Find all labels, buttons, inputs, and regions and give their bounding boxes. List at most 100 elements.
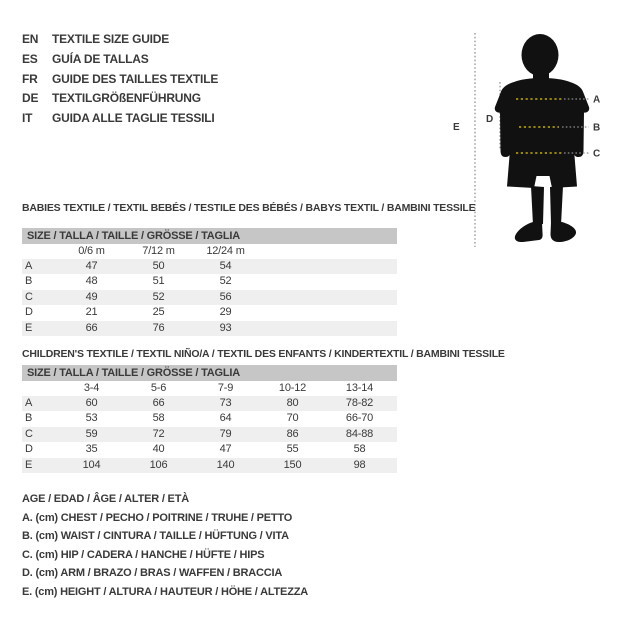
- size-value: 52: [152, 290, 165, 303]
- lang-code: EN: [22, 32, 39, 46]
- size-value: 79: [219, 427, 232, 440]
- table-row: C 59 72 79 86 84-88: [22, 426, 397, 442]
- size-value: 47: [85, 259, 98, 272]
- row-label: A: [25, 259, 33, 272]
- row-label: C: [25, 427, 33, 440]
- size-value: 51: [152, 275, 165, 287]
- size-value: 93: [219, 321, 232, 334]
- column-spacer: [22, 244, 58, 259]
- column-header: 7-9: [217, 382, 234, 394]
- lang-label: TEXTILE SIZE GUIDE: [52, 32, 170, 46]
- table-row: D 35 40 47 55 58: [22, 442, 397, 458]
- size-value: 54: [219, 259, 232, 272]
- size-value: 72: [152, 427, 165, 440]
- column-spacer: [22, 381, 58, 396]
- size-value: 60: [85, 396, 98, 409]
- figure-label-a: A: [593, 95, 600, 106]
- legend-line-height: E. (cm) HEIGHT / ALTURA / HAUTEUR / HÖHE…: [22, 585, 308, 598]
- children-column-headers: 3-4 5-6 7-9 10-12 13-14: [22, 381, 397, 396]
- lang-code: ES: [22, 51, 38, 66]
- table-row: B 53 58 64 70 66-70: [22, 411, 397, 427]
- figure-label-c: C: [593, 149, 600, 160]
- lang-row-it: IT GUIDA ALLE TAGLIE TESSILI: [22, 109, 218, 129]
- lang-row-en: EN TEXTILE SIZE GUIDE: [22, 30, 218, 50]
- child-silhouette-icon: [494, 34, 590, 243]
- legend-line-hip: C. (cm) HIP / CADERA / HANCHE / HÜFTE / …: [22, 548, 265, 561]
- size-value: 70: [286, 412, 299, 424]
- size-value: 106: [149, 458, 168, 471]
- figure-label-b: B: [593, 123, 600, 134]
- babies-column-headers: 0/6 m 7/12 m 12/24 m: [22, 244, 397, 259]
- size-value: 58: [353, 443, 366, 455]
- row-label: E: [25, 458, 33, 471]
- size-value: 66: [85, 321, 98, 334]
- size-value: 56: [219, 290, 232, 303]
- size-value: 21: [85, 306, 98, 318]
- language-header: EN TEXTILE SIZE GUIDE ES GUÍA DE TALLAS …: [22, 30, 218, 129]
- row-label: D: [25, 443, 33, 455]
- size-value: 76: [152, 321, 165, 334]
- babies-size-header: SIZE / TALLA / TAILLE / GRÖSSE / TAGLIA: [22, 228, 397, 244]
- table-row: A 47 50 54: [22, 258, 397, 274]
- legend-line-arm: D. (cm) ARM / BRAZO / BRAS / WAFFEN / BR…: [22, 567, 283, 580]
- lang-row-fr: FR GUIDE DES TAILLES TEXTILE: [22, 70, 218, 90]
- column-header: 10-12: [278, 382, 307, 394]
- lang-label: GUIDE DES TAILLES TEXTILE: [52, 71, 219, 86]
- table-row: A 60 66 73 80 78-82: [22, 395, 397, 411]
- lang-label: GUÍA DE TALLAS: [52, 51, 149, 66]
- legend-line-age: AGE / EDAD / ÂGE / ALTER / ETÀ: [22, 493, 189, 505]
- lang-label: TEXTILGRÖßENFÜHRUNG: [52, 91, 201, 106]
- legend-line-waist: B. (cm) WAIST / CINTURA / TAILLE / HÜFTU…: [22, 530, 289, 543]
- figure-label-e: E: [453, 122, 460, 133]
- size-value: 58: [152, 412, 165, 424]
- children-size-table: SIZE / TALLA / TAILLE / GRÖSSE / TAGLIA …: [22, 365, 397, 473]
- measurement-figure: A B C D E: [453, 33, 600, 247]
- size-value: 73: [219, 396, 232, 409]
- column-header: 5-6: [150, 382, 167, 394]
- row-label: D: [25, 306, 33, 318]
- table-row: E 66 76 93: [22, 320, 397, 336]
- size-value: 84-88: [345, 427, 374, 440]
- lang-code: IT: [22, 111, 33, 126]
- row-label: B: [25, 412, 33, 424]
- size-value: 29: [219, 306, 232, 318]
- size-value: 49: [85, 290, 98, 303]
- size-value: 78-82: [345, 396, 374, 409]
- size-value: 66: [152, 396, 165, 409]
- figure-label-d: D: [486, 114, 493, 125]
- row-label: A: [25, 396, 33, 409]
- size-value: 50: [152, 259, 165, 272]
- size-value: 47: [219, 443, 232, 455]
- legend-line-chest: A. (cm) CHEST / PECHO / POITRINE / TRUHE…: [22, 511, 293, 524]
- lang-row-de: DE TEXTILGRÖßENFÜHRUNG: [22, 89, 218, 109]
- children-section-title: CHILDREN'S TEXTILE / TEXTIL NIÑO/A / TEX…: [22, 348, 505, 360]
- measurement-legend: AGE / EDAD / ÂGE / ALTER / ETÀ A. (cm) C…: [22, 490, 308, 602]
- row-label: E: [25, 321, 33, 334]
- size-value: 55: [286, 443, 299, 455]
- size-value: 66-70: [345, 412, 374, 424]
- column-header: 13-14: [345, 382, 374, 394]
- row-label: B: [25, 275, 33, 287]
- table-row: E 104 106 140 150 98: [22, 457, 397, 473]
- size-value: 64: [219, 412, 232, 424]
- children-size-header: SIZE / TALLA / TAILLE / GRÖSSE / TAGLIA: [22, 365, 397, 381]
- size-value: 48: [85, 275, 98, 287]
- column-header: 0/6 m: [78, 245, 105, 257]
- size-value: 53: [85, 412, 98, 424]
- lang-row-es: ES GUÍA DE TALLAS: [22, 50, 218, 70]
- table-row: D 21 25 29: [22, 305, 397, 321]
- babies-section-title: BABIES TEXTILE / TEXTIL BEBÉS / TESTILE …: [22, 202, 476, 214]
- size-value: 59: [85, 427, 98, 440]
- size-value: 25: [152, 306, 165, 318]
- lang-code: FR: [22, 71, 38, 86]
- column-header: 3-4: [83, 382, 100, 394]
- size-value: 52: [219, 275, 232, 287]
- row-label: C: [25, 290, 33, 303]
- column-header: 12/24 m: [206, 245, 245, 257]
- column-header: 7/12 m: [142, 245, 175, 257]
- lang-label: GUIDA ALLE TAGLIE TESSILI: [52, 111, 215, 126]
- size-value: 86: [286, 427, 299, 440]
- babies-size-table: SIZE / TALLA / TAILLE / GRÖSSE / TAGLIA …: [22, 228, 397, 336]
- lang-code: DE: [22, 91, 39, 106]
- table-row: C 49 52 56: [22, 289, 397, 305]
